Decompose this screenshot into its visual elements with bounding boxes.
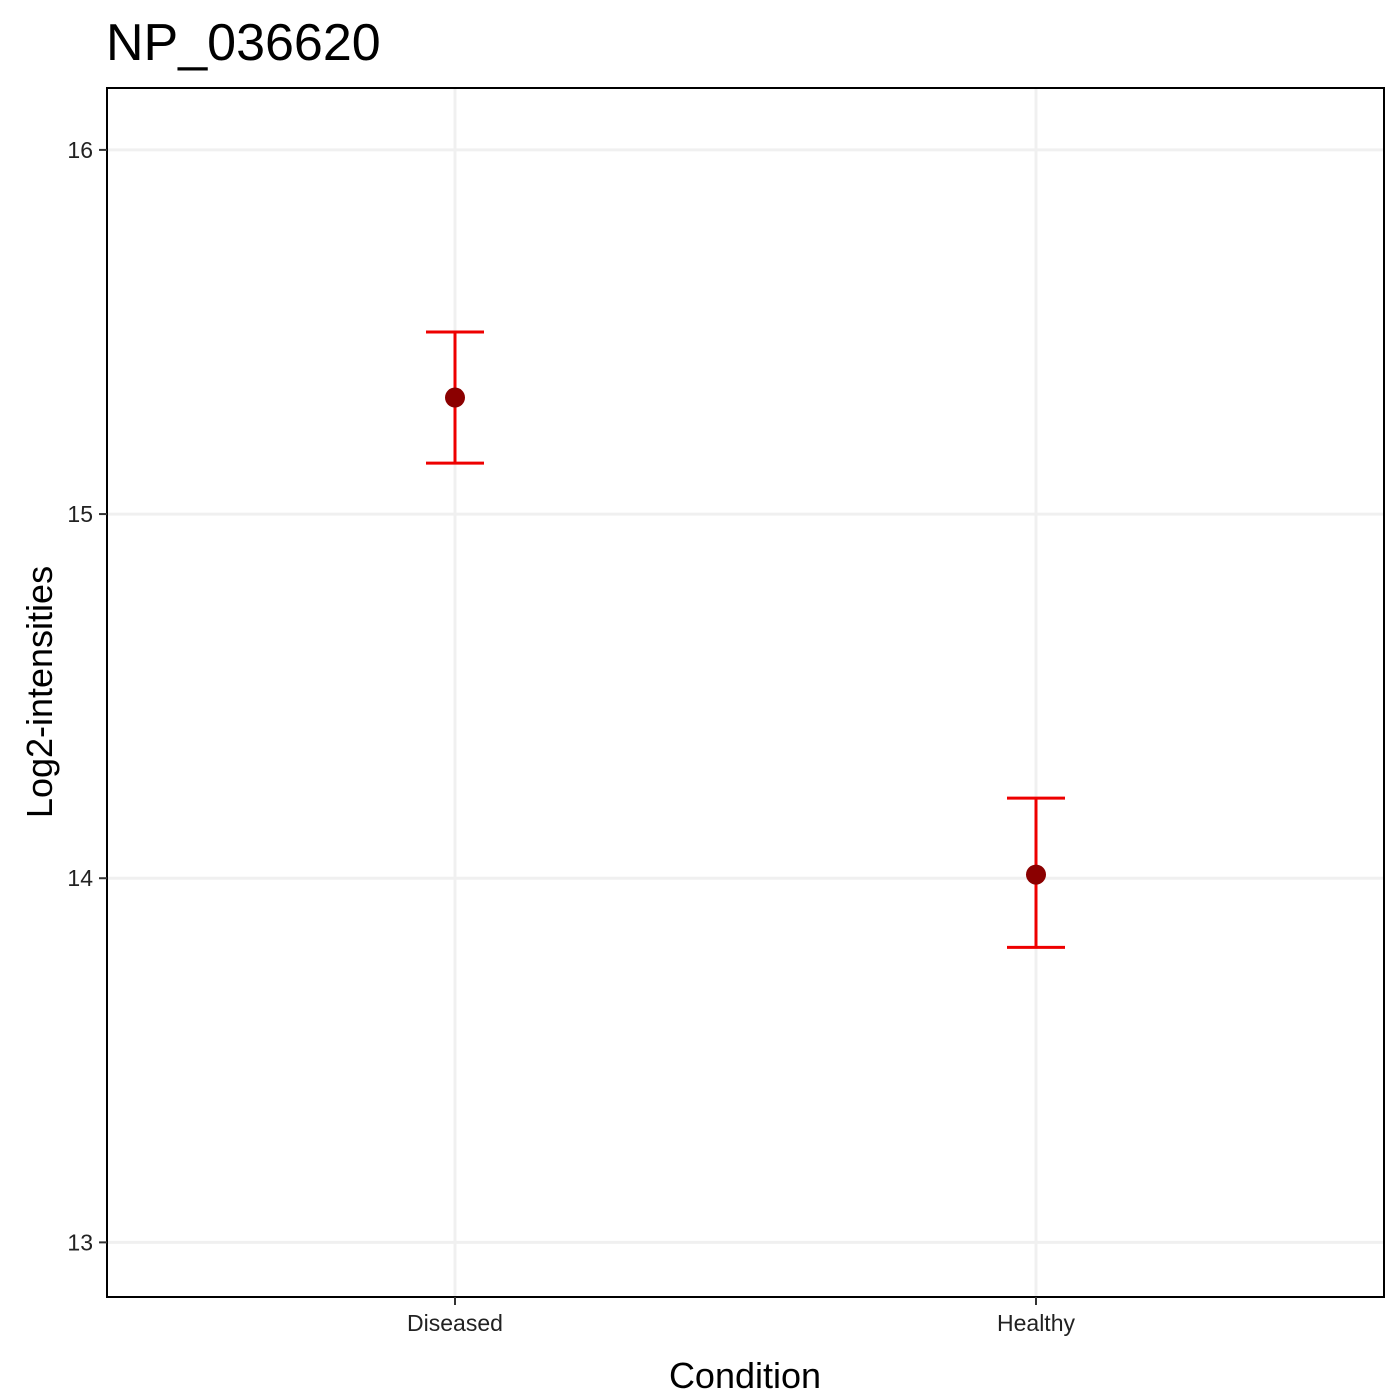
chart-title: NP_036620 (106, 14, 381, 72)
y-axis-title: Log2-intensities (19, 566, 60, 818)
mark-layer (426, 330, 1065, 949)
x-axis-title: Condition (669, 1355, 821, 1396)
grid-layer (107, 88, 1384, 1297)
x-tick-label: Healthy (997, 1310, 1075, 1336)
x-tick-label: Diseased (407, 1310, 503, 1336)
y-tick-label: 16 (67, 137, 93, 163)
y-tick-label: 13 (67, 1229, 93, 1255)
y-tick-label: 15 (67, 501, 93, 527)
panel-border (106, 87, 1385, 1298)
y-tick-label: 14 (67, 865, 93, 891)
point-diseased (445, 387, 465, 408)
point-healthy (1026, 864, 1046, 885)
axis-layer: 13 14 15 16 Diseased Healthy (67, 137, 1075, 1336)
